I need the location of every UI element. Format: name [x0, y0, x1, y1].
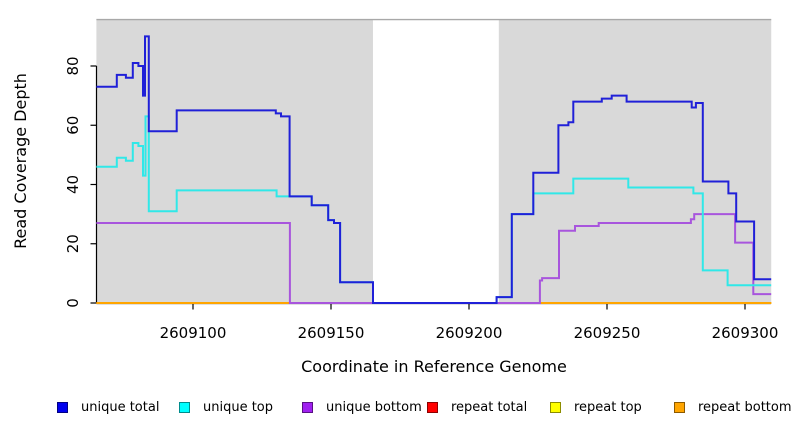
x-tick-label: 2609300 — [712, 324, 779, 342]
x-tick-label: 2609200 — [436, 324, 503, 342]
legend-swatch-repeat-bottom — [674, 401, 685, 413]
y-tick-label: 40 — [64, 175, 82, 194]
legend-swatch-unique-top — [179, 401, 190, 413]
legend-label: unique top — [203, 399, 274, 415]
legend-swatch-unique-bottom — [302, 401, 313, 413]
legend-label: repeat bottom — [698, 399, 792, 415]
x-tick-label: 2609250 — [574, 324, 641, 342]
series-line-unique-total — [96, 35, 772, 304]
series-line-unique-bottom — [96, 213, 772, 304]
legend-item-unique-total: unique total — [57, 398, 159, 416]
legend-swatch-repeat-top — [550, 401, 561, 413]
y-tick-label: 80 — [64, 56, 82, 75]
legend-label: repeat top — [574, 399, 642, 415]
plot-background-band — [96, 19, 373, 303]
legend-item-repeat-bottom: repeat bottom — [674, 398, 792, 416]
y-tick-label: 20 — [64, 234, 82, 253]
legend-swatch-repeat-total — [427, 401, 438, 413]
chart-layer: 2609100 2609150 2609200 2609250 2609300 0 20 40… — [64, 18, 779, 342]
legend-item-repeat-top: repeat top — [550, 398, 642, 416]
legend-swatch-unique-total — [57, 401, 68, 413]
x-tick-label: 2609150 — [298, 324, 365, 342]
legend-item-unique-bottom: unique bottom — [302, 398, 422, 416]
legend-item-repeat-total: repeat total — [427, 398, 527, 416]
y-tick-label: 0 — [64, 298, 82, 308]
x-axis-title: Coordinate in Reference Genome — [301, 357, 567, 376]
plot-background-band — [498, 19, 772, 303]
legend-label: unique total — [81, 399, 160, 415]
y-axis-title: Read Coverage Depth — [11, 73, 30, 249]
legend-label: unique bottom — [326, 399, 422, 415]
y-tick-label: 60 — [64, 116, 82, 135]
legend-label: repeat total — [451, 399, 528, 415]
x-tick-label: 2609100 — [160, 324, 227, 342]
legend-item-unique-top: unique top — [179, 398, 273, 416]
